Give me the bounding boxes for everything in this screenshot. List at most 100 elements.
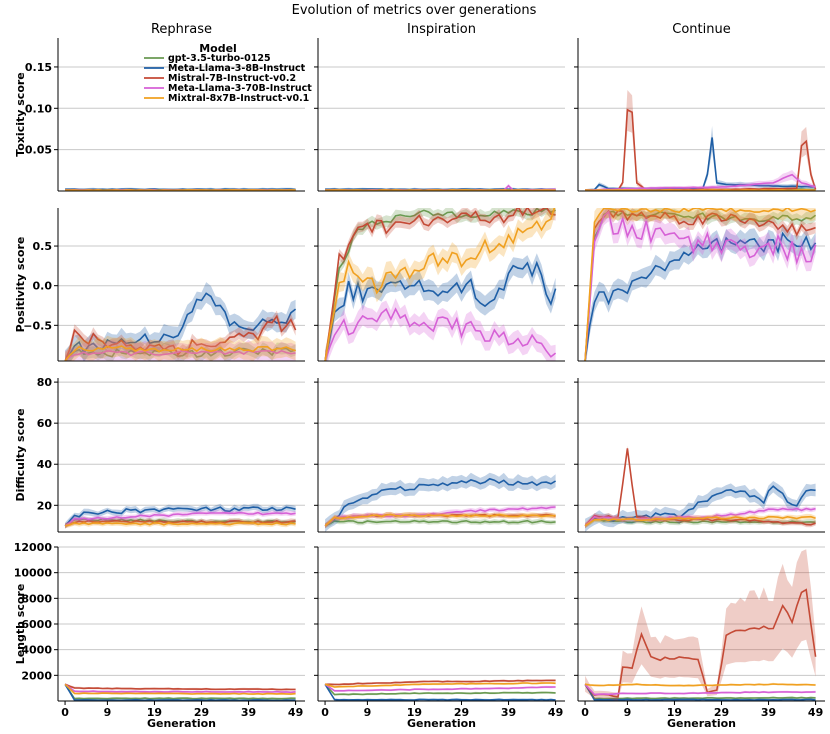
line-gpt-3.5-turbo-0125 (64, 683, 296, 700)
series-group (584, 208, 817, 361)
panel-positivity-continue (574, 208, 825, 362)
x-tick-label: 49 (808, 706, 823, 719)
band-meta-llama-3-8b-instruct (585, 126, 816, 191)
y-tick-label: 0.15 (25, 61, 52, 74)
line-meta-llama-3-70b-instruct (64, 349, 296, 361)
figure-title: Evolution of metrics over generations (292, 3, 537, 18)
y-tick-label: 0.10 (25, 102, 52, 115)
series-group (64, 282, 297, 361)
series-group (324, 472, 557, 532)
x-tick-label: 0 (321, 706, 329, 719)
panel-toxicity-inspiration (314, 38, 565, 192)
line-mistral-7b-instruct-v0.2 (584, 209, 816, 361)
series-group (64, 683, 296, 701)
line-meta-llama-3-8b-instruct (324, 683, 556, 701)
band-meta-llama-3-70b-instruct (325, 298, 556, 361)
band-meta-llama-3-70b-instruct (585, 170, 816, 191)
y-tick-label: 12000 (14, 541, 53, 554)
x-tick-label: 9 (104, 706, 112, 719)
band-meta-llama-3-70b-instruct (585, 208, 816, 361)
line-meta-llama-3-8b-instruct (324, 477, 557, 527)
line-meta-llama-3-8b-instruct (584, 683, 816, 701)
x-tick-label: 9 (364, 706, 372, 719)
line-gpt-3.5-turbo-0125 (324, 519, 556, 527)
line-mistral-7b-instruct-v0.2 (585, 108, 817, 191)
band-meta-llama-3-8b-instruct (325, 472, 556, 532)
band-mixtral-8x7b-instruct-v0.1 (65, 335, 296, 361)
x-tick-label: 49 (548, 706, 563, 719)
row-label-difficulty: Difficulty score (14, 408, 27, 501)
line-meta-llama-3-70b-instruct (584, 683, 816, 696)
legend: Modelgpt-3.5-turbo-0125Meta-Llama-3-8B-I… (144, 42, 312, 104)
row-label-positivity: Positivity score (14, 237, 27, 333)
y-tick-label: 0.05 (25, 144, 52, 157)
line-mixtral-8x7b-instruct-v0.1 (584, 515, 816, 527)
x-tick-label: 19 (147, 706, 162, 719)
line-mixtral-8x7b-instruct-v0.1 (585, 189, 816, 191)
x-tick-label: 39 (761, 706, 776, 719)
series-group (324, 208, 557, 361)
series-group (65, 187, 296, 191)
y-tick-label: 40 (37, 458, 53, 471)
line-mixtral-8x7b-instruct-v0.1 (324, 208, 556, 361)
line-mixtral-8x7b-instruct-v0.1 (324, 513, 556, 527)
x-axis-label: Generation (147, 717, 216, 730)
panel-grid: Rephrase Inspiration Continue Toxicity scor… (14, 22, 825, 730)
line-gpt-3.5-turbo-0125 (324, 208, 556, 361)
line-mixtral-8x7b-instruct-v0.1 (64, 521, 296, 527)
x-tick-label: 0 (581, 706, 589, 719)
x-tick-label: 19 (407, 706, 422, 719)
x-tick-label: 0 (61, 706, 69, 719)
y-tick-label: 8000 (21, 592, 52, 605)
y-tick-label: 60 (37, 417, 53, 430)
x-tick-label: 19 (667, 706, 682, 719)
band-gpt-3.5-turbo-0125 (585, 208, 816, 361)
panel-length-continue: 0 9 19 29 39 49 Generation (574, 546, 825, 730)
line-meta-llama-3-8b-instruct (64, 506, 296, 527)
band-mistral-7b-instruct-v0.2 (585, 208, 816, 361)
line-meta-llama-3-70b-instruct (64, 511, 296, 527)
legend-title: Model (199, 42, 237, 55)
panel-length-rephrase: 2000 4000 6000 8000 10000 12000 0 9 19 29 39 49 Gene… (14, 541, 305, 730)
band-meta-llama-3-70b-instruct (65, 339, 296, 361)
line-mistral-7b-instruct-v0.2 (325, 679, 556, 686)
line-gpt-3.5-turbo-0125 (584, 683, 816, 700)
panel-length-inspiration: 0 9 19 29 39 49 Generation (314, 546, 565, 730)
line-meta-llama-3-8b-instruct (584, 485, 816, 527)
legend-entry: Mixtral-8x7B-Instruct-v0.1 (168, 93, 309, 104)
line-meta-llama-3-8b-instruct (324, 260, 557, 361)
series-group (585, 90, 817, 191)
line-mixtral-8x7b-instruct-v0.1 (64, 345, 296, 361)
panel-toxicity-continue (574, 38, 825, 192)
y-tick-label: 10000 (14, 567, 53, 580)
y-tick-label: 20 (37, 499, 53, 512)
band-meta-llama-3-8b-instruct (325, 253, 556, 361)
band-meta-llama-3-70b-instruct (65, 510, 296, 529)
line-mistral-7b-instruct-v0.2 (64, 519, 296, 527)
series-group (64, 503, 296, 529)
band-gpt-3.5-turbo-0125 (325, 518, 556, 529)
line-meta-llama-3-70b-instruct (585, 173, 816, 191)
band-meta-llama-3-8b-instruct (585, 223, 816, 361)
panel-positivity-rephrase: −0.5 0.0 0.5 (23, 208, 305, 362)
column-title-rephrase: Rephrase (151, 22, 212, 37)
legend-entry: gpt-3.5-turbo-0125 (168, 53, 271, 64)
y-tick-label: 0.0 (33, 280, 53, 293)
x-tick-label: 49 (288, 706, 303, 719)
series-group (584, 549, 817, 701)
line-meta-llama-3-70b-instruct (64, 683, 296, 694)
y-tick-label: 2000 (21, 669, 52, 682)
x-axis-label: Generation (667, 717, 736, 730)
row-label-length: Length score (14, 584, 27, 665)
line-meta-llama-3-8b-instruct (584, 231, 817, 361)
column-title-continue: Continue (672, 22, 730, 37)
panel-difficulty-inspiration (314, 378, 565, 533)
line-mistral-7b-instruct-v0.2 (584, 588, 817, 698)
line-mixtral-8x7b-instruct-v0.1 (65, 189, 296, 191)
line-meta-llama-3-70b-instruct (324, 683, 556, 692)
band-mistral-7b-instruct-v0.2 (585, 549, 816, 701)
panel-positivity-inspiration (314, 208, 565, 362)
line-meta-llama-3-70b-instruct (324, 307, 557, 361)
line-meta-llama-3-8b-instruct (64, 292, 297, 361)
